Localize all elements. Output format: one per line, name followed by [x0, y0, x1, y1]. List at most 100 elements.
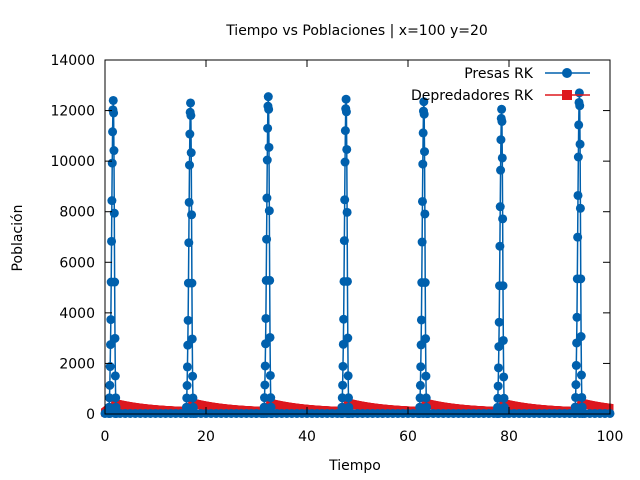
presas-point [499, 372, 509, 382]
presas-point [342, 207, 352, 217]
presas-point [260, 361, 270, 371]
x-tick-label: 80 [500, 429, 518, 445]
y-axis-label: Población [10, 205, 26, 272]
presas-point [188, 393, 198, 403]
presas-point [184, 197, 194, 207]
presas-point [571, 380, 581, 390]
presas-point [420, 209, 430, 219]
presas-point [263, 92, 273, 102]
y-tick-label: 4000 [59, 306, 95, 322]
presas-point [574, 88, 584, 98]
presas-point [574, 120, 584, 130]
presas-point [572, 312, 582, 322]
presas-point [572, 338, 582, 348]
presas-point [498, 335, 508, 345]
presas-point [421, 393, 431, 403]
presas-point [575, 139, 585, 149]
presas-point [111, 393, 121, 403]
presas-point [106, 340, 116, 350]
presas-point [109, 146, 119, 156]
presas-point [108, 95, 118, 105]
x-tick-label: 60 [399, 429, 417, 445]
presas-point [265, 275, 275, 285]
presas-point [266, 393, 276, 403]
presas-point [260, 393, 270, 403]
presas-point [261, 313, 271, 323]
presas-point [339, 236, 349, 246]
axis-ticks: 0 20 40 60 80 100 0 2000 4000 6000 8000 10000 12000 1… [50, 53, 623, 445]
presas-point [575, 203, 585, 213]
presas-point [186, 98, 196, 108]
presas-point [343, 393, 353, 403]
presas-point [340, 126, 350, 136]
presas-point [493, 381, 503, 391]
series-presas [100, 88, 615, 418]
depredadores-point [605, 404, 614, 413]
series-presas-line [105, 92, 610, 415]
presas-point [108, 127, 118, 137]
presas-point [576, 274, 586, 284]
presas-point [342, 144, 352, 154]
presas-point [337, 393, 347, 403]
legend-marker [562, 90, 572, 100]
presas-point [415, 393, 425, 403]
presas-point [418, 128, 428, 138]
presas-point [182, 381, 192, 391]
x-tick-label: 100 [597, 429, 624, 445]
presas-point [261, 339, 271, 349]
presas-point [186, 110, 196, 120]
presas-point [494, 363, 504, 373]
presas-point [182, 362, 192, 372]
x-tick-label: 20 [197, 429, 215, 445]
presas-point [497, 153, 507, 163]
presas-point [187, 210, 197, 220]
presas-point [338, 361, 348, 371]
presas-point [110, 371, 120, 381]
x-axis-label: Tiempo [328, 458, 381, 474]
presas-point [187, 334, 197, 344]
legend-marker [562, 68, 572, 78]
presas-point [577, 392, 587, 402]
presas-point [182, 393, 192, 403]
presas-point [263, 123, 273, 133]
presas-point [493, 393, 503, 403]
presas-point [338, 380, 348, 390]
plot-content [100, 88, 615, 418]
presas-point [107, 236, 117, 246]
y-tick-label: 6000 [59, 255, 95, 271]
presas-point [417, 237, 427, 247]
presas-point [262, 234, 272, 244]
presas-point [105, 380, 115, 390]
presas-point [110, 333, 120, 343]
presas-point [185, 129, 195, 139]
presas-point [576, 370, 586, 380]
presas-point [107, 158, 117, 168]
presas-point [496, 165, 506, 175]
presas-point [188, 371, 198, 381]
presas-point [262, 193, 272, 203]
presas-point [341, 107, 351, 117]
presas-point [104, 393, 114, 403]
presas-point [264, 104, 274, 114]
legend-label: Presas RK [464, 66, 534, 82]
presas-point [105, 362, 115, 372]
y-tick-label: 14000 [50, 53, 95, 69]
legend-label: Depredadores RK [411, 88, 534, 104]
presas-point [265, 332, 275, 342]
presas-point [417, 196, 427, 206]
y-tick-label: 2000 [59, 356, 95, 372]
presas-point [571, 392, 581, 402]
presas-point [343, 333, 353, 343]
presas-point [184, 238, 194, 248]
presas-point [109, 108, 119, 118]
presas-point [573, 152, 583, 162]
presas-point [107, 196, 117, 206]
presas-point [496, 135, 506, 145]
x-tick-label: 40 [298, 429, 316, 445]
plot-frame [104, 59, 611, 415]
presas-point [419, 97, 429, 107]
presas-point [495, 202, 505, 212]
presas-point [575, 101, 585, 111]
presas-point [340, 157, 350, 167]
y-tick-label: 8000 [59, 205, 95, 221]
